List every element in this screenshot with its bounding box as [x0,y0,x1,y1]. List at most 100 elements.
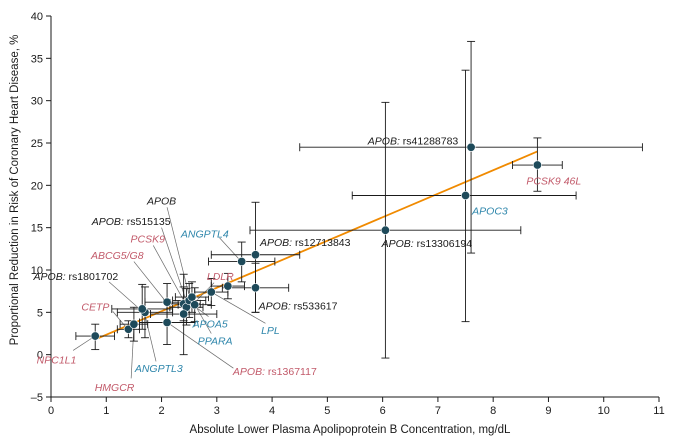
point-label-gene: PCSK9 [131,234,166,246]
data-point [466,142,476,152]
data-point [162,297,172,307]
point-label-gene: LPL [261,325,280,337]
leader-line [213,293,266,324]
y-tick-label: 20 [31,180,43,192]
x-tick-label: 6 [380,405,386,417]
point-label: APOB: rs13306194 [381,238,473,250]
data-point [123,324,133,334]
leader-line [72,337,93,351]
point-label-variant: rs1801702 [66,271,119,283]
x-tick-label: 7 [435,405,441,417]
data-point [223,281,233,291]
point-label-gene: APOC3 [471,206,508,218]
data-point [461,190,471,200]
point-label-variant: rs12713843 [292,237,351,249]
x-tick-label: 9 [545,405,551,417]
data-point [90,331,100,341]
point-label-variant: rs533617 [291,301,338,313]
point-label-gene: LDLR [207,271,234,283]
x-tick-label: 5 [324,405,330,417]
leader-line [219,237,240,260]
point-label: ANGPTL3 [134,363,183,375]
point-label-gene: APOB: [91,216,124,228]
leader-line [130,325,135,379]
point-label: PPARA [198,335,233,347]
data-points [90,142,542,341]
data-point [206,287,216,297]
point-label-gene: PPARA [198,335,233,347]
y-tick-label: –5 [31,392,43,404]
leader-line [133,261,165,300]
point-label: APOB: rs515135 [91,216,171,228]
point-label-gene: CETP [81,301,109,313]
point-label-gene: NPC1L1 [37,355,77,367]
point-label-gene: APOB: [367,135,400,147]
point-label-gene: APOB [146,196,176,208]
data-point [532,160,542,170]
point-label: APOB: rs41288783 [367,135,459,147]
point-labels: APOB: rs41288783 PCSK9 46L APOC3 APOB: rs13… [33,135,582,393]
x-tick-label: 8 [490,405,496,417]
point-label-gene: PCSK9 46L [526,175,581,187]
y-tick-label: 15 [31,223,43,235]
x-tick-label: 2 [158,405,164,417]
data-point [251,283,261,293]
point-label: ANGPTL4 [180,229,229,241]
leader-line [161,227,187,302]
data-point [380,225,390,235]
x-tick-label: 1 [103,405,109,417]
x-tick-label: 0 [48,405,54,417]
point-label-gene: APOB: [259,237,292,249]
leader-line [166,207,190,296]
point-label: HMGCR [95,382,135,394]
point-label: LDLR [207,271,234,283]
point-label: APOA5 [192,318,228,330]
point-label-gene: ABCG5/G8 [90,250,144,262]
point-label: LPL [261,325,280,337]
y-axis-title: Proportional Reduction in Risk of Corona… [9,35,21,346]
y-axis-ticks: –5 0 5 10 15 20 25 30 35 40 [31,11,51,404]
point-label: ABCG5/G8 [90,250,144,262]
data-point [129,319,139,329]
y-tick-label: 0 [37,350,43,362]
point-label-variant: rs1367117 [265,366,317,378]
point-label: CETP [81,301,109,313]
leader-line [152,245,184,301]
data-point [137,304,147,314]
point-label: APOB: rs12713843 [259,237,351,249]
point-label-gene: APOB: [33,271,66,283]
y-tick-label: 10 [31,265,43,277]
point-label-variant: rs13306194 [414,238,473,250]
y-tick-label: 5 [37,307,43,319]
point-label: APOB: rs1367117 [232,366,317,378]
y-tick-label: 30 [31,96,43,108]
y-tick-label: 40 [31,11,43,23]
point-label: PCSK9 46L [526,175,581,187]
point-label: APOB: rs1801702 [33,271,119,283]
x-axis-title: Absolute Lower Plasma Apolipoprotein B C… [190,424,512,436]
data-point [187,292,197,302]
point-label-gene: HMGCR [95,382,135,394]
fit-line-layer [94,150,538,341]
data-point [179,309,189,319]
x-axis-ticks: 0 1 2 3 4 5 6 7 8 9 10 11 [48,397,665,417]
plot-frame [50,16,659,398]
point-label-gene: ANGPTL4 [180,229,229,241]
data-point [251,250,261,260]
point-label: APOB [146,196,176,208]
x-tick-label: 3 [214,405,220,417]
data-point [237,257,247,267]
point-label-variant: rs515135 [124,216,171,228]
leader-lines [72,207,266,379]
leader-line [108,281,137,307]
point-label: APOB: rs533617 [258,301,338,313]
fit-line [94,150,538,341]
point-label: APOC3 [471,206,508,218]
data-point [162,317,172,327]
y-tick-label: 25 [31,138,43,150]
x-tick-label: 4 [269,405,275,417]
x-tick-label: 11 [653,405,664,417]
data-point [190,300,200,310]
point-label-variant: rs41288783 [400,135,459,147]
